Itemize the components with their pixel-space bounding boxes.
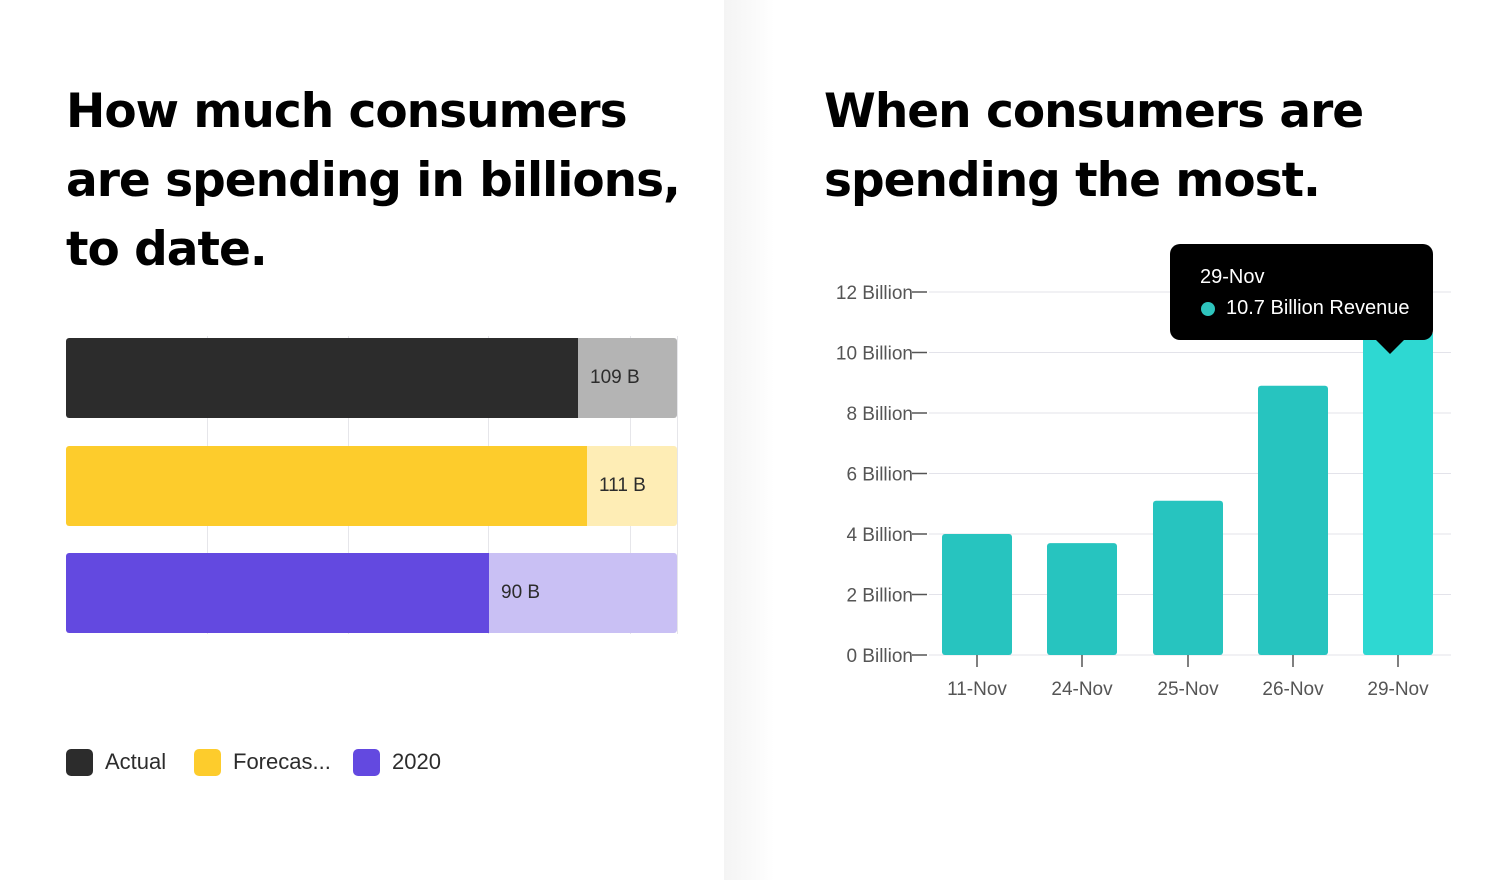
y-tick-label: 4 Billion (846, 525, 913, 546)
bar-actual[interactable] (66, 338, 578, 418)
bar-track-2020[interactable]: 90 B (66, 553, 677, 633)
tooltip-dot-icon (1201, 302, 1215, 316)
legend-label: Actual (105, 749, 167, 774)
y-tick-label: 6 Billion (846, 465, 913, 486)
chart-tooltip: 29-Nov 10.7 Billion Revenue (1170, 244, 1433, 354)
bar-forecast[interactable] (66, 446, 587, 526)
y-tick-label: 10 Billion (836, 344, 913, 365)
left-panel: How much consumers are spending in billi… (0, 0, 724, 880)
y-tick-label: 8 Billion (846, 404, 913, 425)
bar-2020[interactable] (66, 553, 489, 633)
spending-bar-chart: 109 B 111 B 90 B (66, 336, 678, 636)
column-bar[interactable] (1153, 500, 1223, 655)
right-title-line: When consumers are (824, 84, 1364, 139)
legend-swatch (353, 748, 380, 776)
legend-item-actual[interactable]: Actual (66, 746, 166, 778)
x-tick-label: 11-Nov (947, 679, 1007, 700)
column-bar[interactable] (1363, 331, 1433, 655)
bar-label-forecast: 111 B (599, 475, 646, 496)
legend-label: 2020 (392, 749, 441, 774)
x-tick-label: 24-Nov (1051, 679, 1113, 700)
column-bar[interactable] (942, 534, 1012, 655)
x-tick-label: 26-Nov (1262, 679, 1324, 700)
legend-item-2020[interactable]: 2020 (353, 746, 441, 778)
y-tick-label: 0 Billion (846, 646, 913, 667)
left-title-line: How much consumers (66, 84, 628, 139)
y-tick-label: 12 Billion (836, 283, 913, 304)
legend-swatch (194, 748, 221, 776)
legend-swatch (66, 748, 93, 776)
column-bar[interactable] (1047, 543, 1117, 655)
y-tick-label: 2 Billion (846, 586, 913, 607)
grid-line (677, 336, 678, 634)
right-title-line: spending the most. (824, 153, 1321, 208)
left-title-line: to date. (66, 222, 268, 277)
tooltip-date: 29-Nov (1200, 266, 1265, 288)
revenue-column-chart: 0 Billion 2 Billion 4 Billion 6 Billion 8 Bi… (836, 283, 1451, 700)
right-panel: When consumers are spending the most. 0 … (774, 0, 1502, 880)
bar-label-actual: 109 B (590, 367, 640, 388)
panel-divider (724, 0, 774, 880)
legend-item-forecast[interactable]: Forecas... (194, 746, 331, 778)
x-tick-label: 25-Nov (1157, 679, 1219, 700)
bar-track-actual[interactable]: 109 B (66, 338, 677, 418)
bar-label-2020: 90 B (501, 582, 541, 603)
right-chart-title: When consumers are spending the most. (824, 77, 1364, 215)
left-chart-title: How much consumers are spending in billi… (66, 77, 681, 284)
bar-track-forecast[interactable]: 111 B (66, 446, 677, 526)
x-tick-label: 29-Nov (1367, 679, 1429, 700)
column-bar[interactable] (1258, 385, 1328, 655)
legend-label: Forecas... (233, 749, 331, 774)
tooltip-arrow-icon (1376, 340, 1404, 354)
left-title-line: are spending in billions, (66, 153, 681, 208)
tooltip-value: 10.7 Billion Revenue (1226, 297, 1410, 319)
